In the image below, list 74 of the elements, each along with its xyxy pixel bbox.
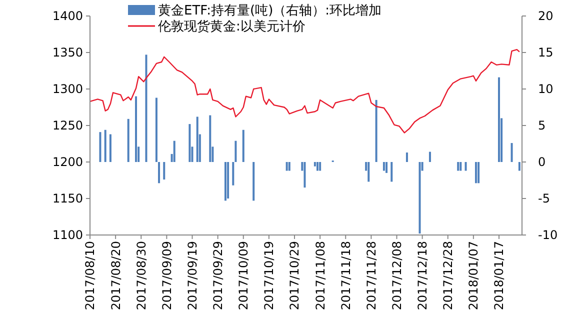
x-tick-label: 2017/11/08 [313, 241, 328, 310]
x-tick-label: 2017/11/18 [338, 241, 353, 310]
bar [498, 77, 500, 162]
bar [460, 162, 462, 171]
bar [99, 132, 102, 162]
bar [234, 140, 237, 162]
bar [232, 162, 234, 186]
x-tick-label: 2017/09/19 [185, 241, 200, 310]
y2-tick-label: 5 [538, 118, 546, 133]
bar [145, 54, 148, 162]
y2-tick-label: 15 [538, 46, 554, 60]
bar [188, 124, 191, 162]
bar [390, 162, 393, 182]
y2-tick-label: 20 [538, 9, 554, 24]
y-tick-label: 1350 [52, 46, 83, 60]
bar [518, 162, 520, 171]
x-tick-label: 2017/09/09 [160, 241, 174, 310]
bar [252, 162, 255, 201]
bar [288, 162, 290, 171]
bar [109, 134, 112, 162]
y-tick-label: 1400 [52, 9, 83, 24]
bar [474, 162, 477, 184]
bar [457, 162, 460, 171]
x-tick-label: 2017/11/28 [364, 241, 378, 310]
bar [196, 116, 198, 162]
x-tick-label: 2017/09/29 [211, 241, 226, 310]
bar [386, 162, 388, 173]
x-tick-label: 2017/08/20 [108, 241, 123, 310]
legend-label: 黄金ETF:持有量(吨)（右轴）:环比增加 [158, 4, 382, 19]
y2-tick-label: 0 [538, 155, 546, 170]
bar [135, 96, 138, 162]
bar [375, 100, 378, 162]
y-tick-label: 1250 [52, 118, 83, 133]
x-tick-label: 2017/12/18 [416, 241, 430, 310]
bar [319, 162, 322, 171]
bar [286, 162, 288, 171]
x-tick-label: 2018/01/17 [492, 241, 506, 310]
x-tick-label: 2017/10/19 [262, 241, 276, 310]
bar [224, 162, 226, 201]
y-tick-label: 1200 [52, 155, 83, 170]
bar [127, 118, 130, 162]
bar [428, 152, 431, 162]
bar [304, 162, 306, 188]
bar [209, 115, 212, 162]
bar [316, 162, 319, 171]
bar [368, 162, 370, 182]
bar [510, 143, 513, 162]
x-tick-label: 2017/10/09 [236, 241, 251, 310]
y-tick-label: 1300 [52, 82, 83, 96]
bar [104, 130, 106, 162]
x-tick-label: 2017/12/08 [390, 241, 404, 310]
x-tick-label: 2018/01/07 [466, 241, 481, 310]
x-tick-label: 2017/12/28 [441, 241, 456, 310]
bar [382, 162, 385, 171]
bar [173, 140, 176, 162]
x-tick-label: 2017/08/10 [83, 241, 98, 310]
bar [242, 130, 244, 162]
y2-tick-label: 10 [538, 82, 554, 96]
bar [406, 152, 408, 162]
y2-tick-label: -10 [538, 228, 558, 242]
bar [418, 162, 421, 234]
bar [464, 162, 467, 171]
bar [478, 162, 480, 184]
line-series [89, 48, 520, 134]
y2-tick-label: -5 [538, 192, 550, 206]
y-tick-label: 1150 [52, 192, 83, 206]
bar [155, 98, 158, 162]
y-tick-label: 1100 [52, 228, 83, 242]
legend-label: 伦敦现货黄金:以美元计价 [158, 18, 306, 35]
bar [158, 162, 160, 184]
bar [163, 162, 166, 180]
x-tick-label: 2017/08/30 [134, 241, 148, 310]
x-tick-label: 2017/10/29 [288, 241, 302, 310]
bar [227, 162, 230, 198]
